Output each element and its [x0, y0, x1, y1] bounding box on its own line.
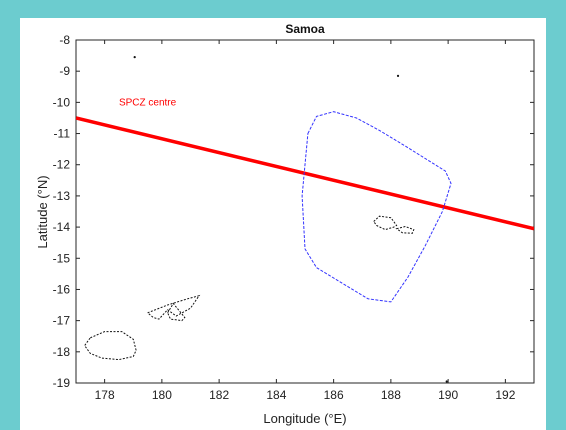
x-tick-label: 186: [324, 388, 344, 402]
land-outline-2: [146, 294, 201, 320]
y-tick-label: -14: [53, 220, 71, 234]
annotation-label: SPCZ centre: [119, 97, 177, 108]
x-axis-label: Longitude (°E): [263, 411, 346, 426]
chart-svg: Samoa Longitude (°E) Latitude (°N) 178 18…: [35, 22, 535, 426]
x-tick-label: 178: [95, 388, 115, 402]
figure: Samoa Longitude (°E) Latitude (°N) 178 18…: [20, 18, 546, 430]
land-point-1: [396, 74, 400, 77]
land-point-0: [133, 56, 136, 59]
y-tick-label: -17: [53, 314, 71, 328]
y-tick-label: -12: [53, 158, 71, 172]
y-tick-label: -18: [53, 345, 71, 359]
y-axis-label: Latitude (°N): [35, 175, 50, 248]
chart-marks: [76, 56, 534, 383]
x-tick-label: 192: [495, 388, 515, 402]
chart-annotations: SPCZ centre: [119, 97, 177, 108]
land-outline-1: [395, 225, 415, 234]
land-outline-0: [373, 215, 398, 231]
x-tick-label: 190: [438, 388, 458, 402]
y-tick-label: -15: [53, 251, 71, 265]
y-tick-label: -11: [54, 127, 71, 141]
spcz-centre-line: [76, 116, 534, 231]
land-outline-3: [167, 302, 186, 322]
x-tick-label: 180: [152, 388, 172, 402]
y-tick-label: -16: [53, 282, 71, 296]
y-tick-label: -19: [53, 376, 71, 390]
y-tick-label: -8: [59, 33, 70, 47]
region-outline-line: [301, 111, 452, 303]
land-outline-4: [83, 331, 137, 361]
y-tick-label: -10: [53, 95, 71, 109]
x-tick-label: 182: [209, 388, 229, 402]
y-tick-label: -9: [59, 64, 70, 78]
chart-title: Samoa: [285, 22, 325, 36]
y-tick-label: -13: [53, 189, 71, 203]
x-tick-label: 188: [381, 388, 401, 402]
x-tick-label: 184: [266, 388, 286, 402]
land-point-2: [445, 380, 448, 383]
axis-ticks: 178 180 182 184 186 188 190 192 -8 -9 -10 -11 -12 -13…: [53, 33, 534, 402]
